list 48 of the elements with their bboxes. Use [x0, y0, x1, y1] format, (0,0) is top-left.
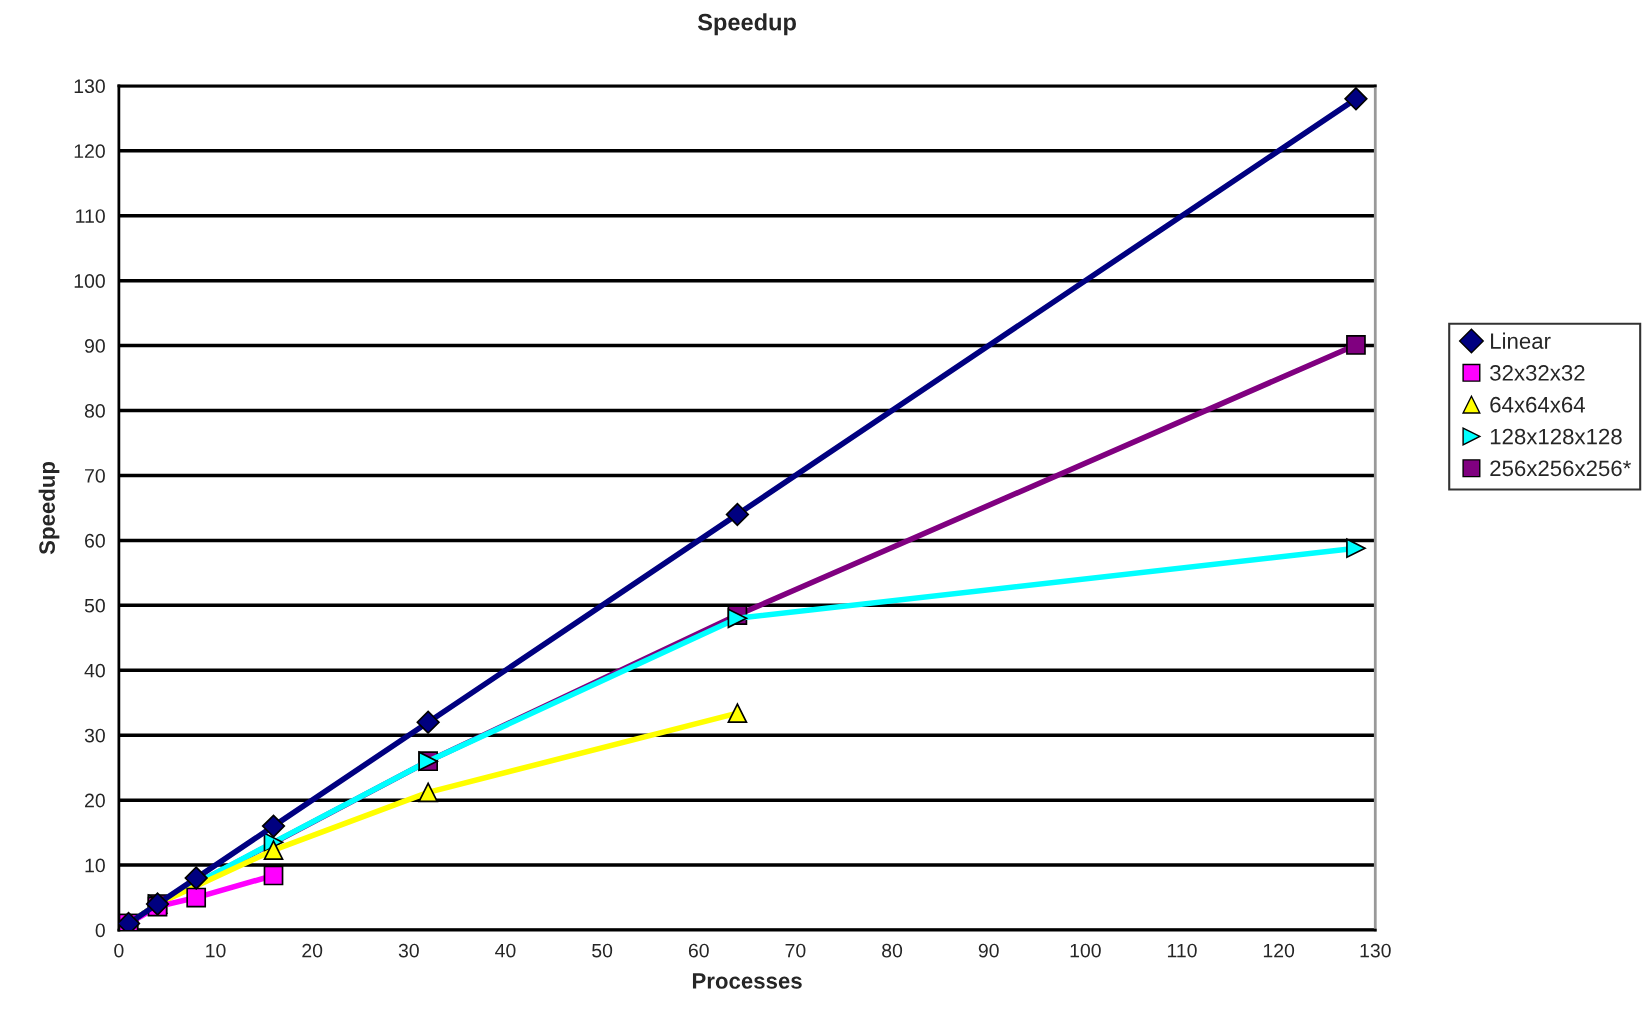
- x-tick-label: 110: [1167, 943, 1197, 958]
- y-axis-title: Speedup: [38, 461, 60, 555]
- x-tick-label: 10: [206, 943, 226, 958]
- y-tick-label: 80: [84, 404, 105, 418]
- point: [725, 502, 750, 527]
- x-tick-label: 50: [592, 943, 613, 958]
- point: [261, 814, 286, 838]
- y-tick-label: 100: [74, 274, 105, 288]
- x-tick-label: 20: [302, 943, 323, 958]
- x-tick-label: 130: [1360, 943, 1391, 958]
- y-tick-label: 30: [84, 728, 105, 743]
- y-tick-label: 60: [85, 533, 105, 548]
- x-tick-label: 80: [882, 943, 903, 958]
- x-tick-label: 60: [688, 943, 709, 958]
- y-tick-label: 20: [85, 793, 105, 808]
- chart-title: Speedup: [697, 13, 796, 36]
- y-tick-label: 90: [84, 339, 105, 353]
- x-tick-label: 120: [1263, 943, 1295, 958]
- legend-label: 32x32x32: [1490, 365, 1585, 381]
- x-tick-label: 0: [114, 943, 124, 958]
- x-tick-label: 100: [1070, 943, 1101, 958]
- legend-label: 64x64x64: [1490, 396, 1585, 413]
- point: [184, 866, 208, 890]
- point: [1346, 335, 1366, 355]
- point: [1346, 538, 1366, 559]
- y-tick-label: 50: [84, 598, 105, 613]
- y-tick-label: 120: [74, 144, 105, 159]
- y-tick-label: 70: [85, 468, 105, 483]
- point: [416, 710, 440, 734]
- x-tick-label: 30: [398, 943, 419, 958]
- point: [1344, 87, 1368, 111]
- legend-label: 256x256x256*: [1490, 460, 1631, 477]
- x-tick-label: 40: [495, 943, 516, 958]
- x-tick-label: 70: [785, 943, 806, 958]
- x-axis-title: Processes: [692, 973, 802, 989]
- point: [418, 782, 439, 803]
- point: [263, 865, 284, 886]
- y-tick-label: 0: [95, 923, 105, 938]
- legend-label: 128x128x128: [1490, 428, 1622, 445]
- x-tick-label: 90: [978, 943, 999, 958]
- y-tick-label: 130: [74, 79, 105, 94]
- point: [263, 840, 284, 861]
- y-tick-label: 110: [76, 209, 105, 223]
- point: [186, 887, 207, 908]
- y-tick-label: 10: [85, 858, 105, 873]
- point: [727, 703, 748, 723]
- legend-label: Linear: [1491, 332, 1551, 349]
- y-tick-label: 40: [84, 663, 105, 678]
